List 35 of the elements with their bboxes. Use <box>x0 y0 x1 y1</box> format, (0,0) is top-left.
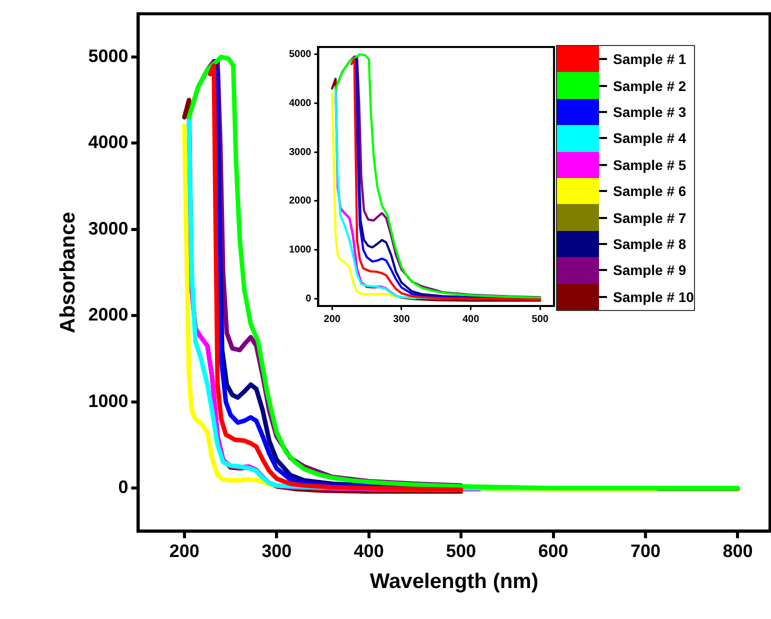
y-tick-label: 5000 <box>88 46 128 66</box>
legend-label: Sample # 7 <box>613 210 686 226</box>
y-tick-label: 2000 <box>288 196 312 207</box>
y-tick-label: 4000 <box>288 98 312 109</box>
y-axis-title: Absorbance <box>56 212 80 334</box>
legend-label: Sample # 1 <box>613 51 686 68</box>
x-tick-label: 300 <box>393 314 410 325</box>
y-tick-label: 0 <box>118 477 128 498</box>
x-tick-label: 600 <box>538 540 568 561</box>
legend-label: Sample # 9 <box>613 262 686 278</box>
legend-label: Sample # 6 <box>613 183 686 200</box>
x-tick-label: 200 <box>324 314 341 325</box>
legend-label: Sample # 10 <box>613 288 694 305</box>
x-tick-label: 300 <box>262 540 292 561</box>
x-tick-label: 500 <box>532 314 549 325</box>
legend-label: Sample # 4 <box>613 130 686 146</box>
y-tick-label: 1000 <box>88 390 128 411</box>
y-tick-label: 2000 <box>88 304 128 325</box>
x-tick-label: 400 <box>354 540 384 561</box>
y-tick-label: 0 <box>306 293 312 304</box>
legend-label: Sample # 3 <box>613 104 686 120</box>
x-tick-label: 200 <box>169 540 200 561</box>
x-tick-label: 700 <box>630 540 661 561</box>
legend-label: Sample # 2 <box>613 78 686 94</box>
y-tick-label: 5000 <box>288 49 312 60</box>
x-tick-label: 500 <box>446 540 476 561</box>
x-axis-title: Wavelength (nm) <box>370 570 538 594</box>
y-tick-label: 3000 <box>288 146 312 158</box>
y-tick-label: 4000 <box>88 132 128 152</box>
y-tick-label: 3000 <box>88 218 128 238</box>
x-tick-label: 800 <box>722 540 753 561</box>
y-tick-label: 1000 <box>288 244 312 256</box>
legend-label: Sample # 5 <box>613 156 686 173</box>
legend-label: Sample # 8 <box>613 236 686 252</box>
x-tick-label: 400 <box>462 314 480 325</box>
